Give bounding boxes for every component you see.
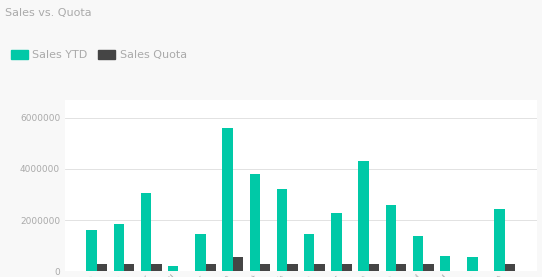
Bar <box>114 224 124 271</box>
Legend: Sales YTD, Sales Quota: Sales YTD, Sales Quota <box>11 50 186 60</box>
Bar <box>423 264 434 271</box>
Bar <box>304 234 314 271</box>
Bar <box>314 264 325 271</box>
Bar <box>141 193 151 271</box>
Bar <box>369 264 379 271</box>
Bar <box>205 264 216 271</box>
Bar <box>233 257 243 271</box>
Bar <box>151 264 162 271</box>
Bar <box>358 161 369 271</box>
Bar <box>260 263 270 271</box>
Bar <box>467 257 478 271</box>
Bar <box>250 174 260 271</box>
Bar <box>222 128 233 271</box>
Bar <box>97 264 107 271</box>
Bar <box>341 263 352 271</box>
Bar <box>168 266 178 271</box>
Bar <box>494 209 505 271</box>
Bar <box>277 189 287 271</box>
Bar <box>287 264 298 271</box>
Bar <box>87 230 97 271</box>
Text: Sales vs. Quota: Sales vs. Quota <box>5 8 92 18</box>
Bar <box>331 212 341 271</box>
Bar <box>124 264 134 271</box>
Bar <box>440 256 450 271</box>
Bar <box>505 264 515 271</box>
Bar <box>413 236 423 271</box>
Bar <box>195 234 205 271</box>
Bar <box>386 205 396 271</box>
Bar <box>396 264 406 271</box>
